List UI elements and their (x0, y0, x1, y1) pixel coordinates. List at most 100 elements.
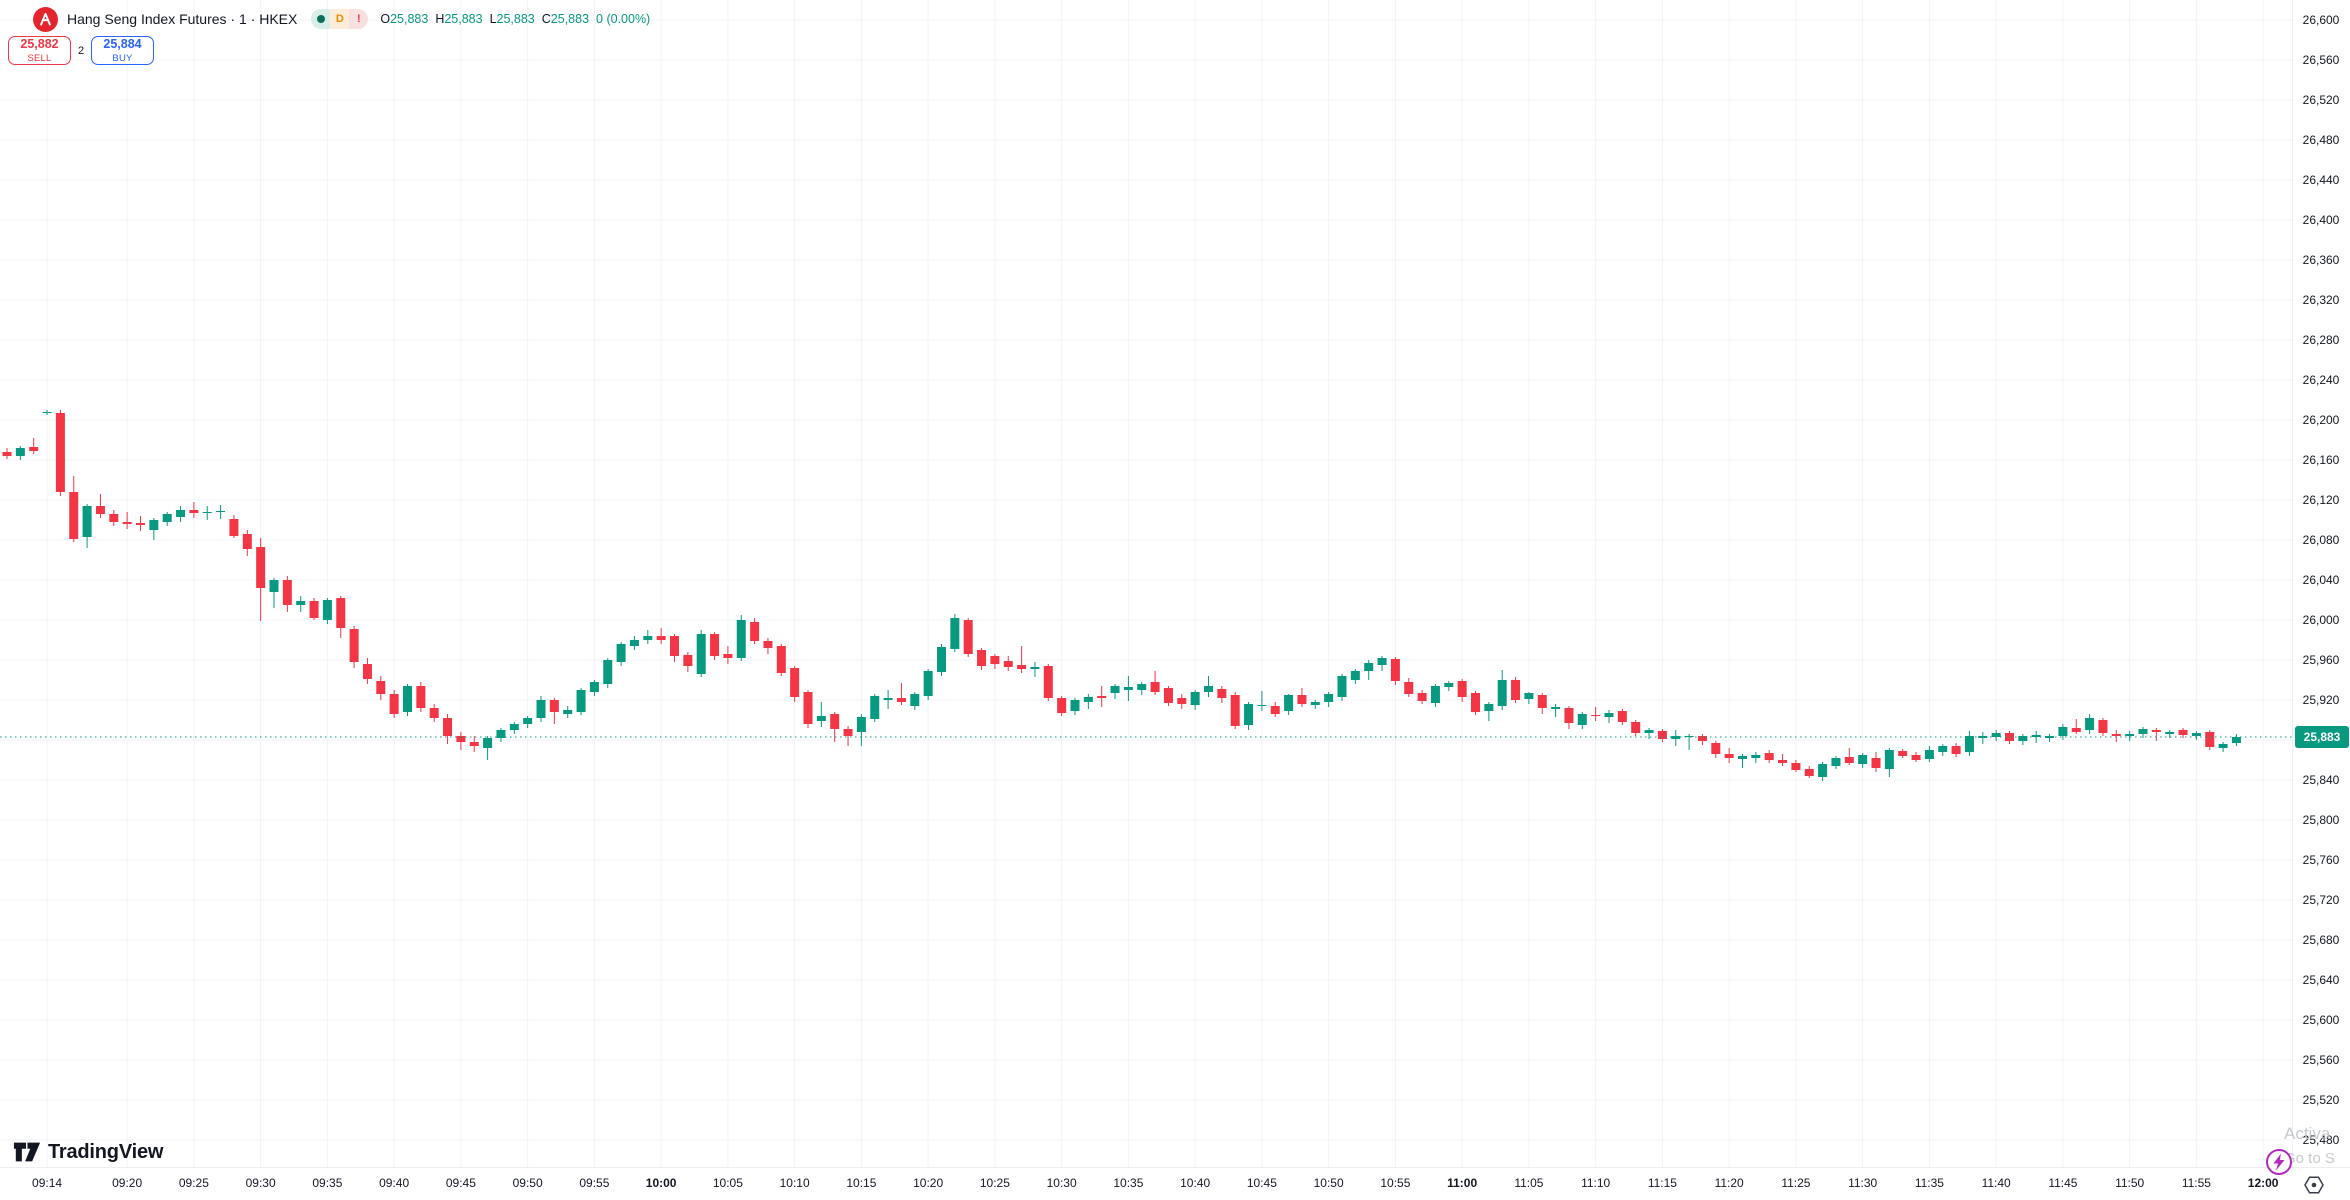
candle-body (1471, 693, 1480, 712)
price-tick-label: 26,600 (2302, 13, 2340, 27)
candle-up (2125, 731, 2135, 741)
candle-down (1471, 691, 1480, 715)
hexagon-settings-icon[interactable] (2303, 1174, 2325, 1196)
candle-body (2098, 720, 2108, 733)
candle-up (1030, 662, 1040, 677)
symbol-logo-icon[interactable] (33, 6, 58, 32)
buy-button[interactable]: 25,884 BUY (91, 36, 154, 65)
candle-body (1110, 686, 1120, 693)
time-tick-label: 10:40 (1180, 1176, 1211, 1190)
time-tick-label: 10:15 (846, 1176, 877, 1190)
candle-body (1404, 682, 1414, 694)
candle-body (1778, 760, 1788, 763)
symbol-title[interactable]: Hang Seng Index Futures · 1 · HKEX (67, 11, 298, 27)
candle-down (1844, 748, 1854, 765)
candle-body (376, 681, 386, 694)
candle-body (1030, 667, 1040, 669)
candle-down (1230, 692, 1240, 729)
candle-down (1778, 754, 1788, 766)
candle-body (1324, 694, 1334, 702)
candle-body (2125, 734, 2135, 736)
candle-up (1070, 698, 1080, 715)
candle-body (723, 654, 733, 658)
candle-down (1911, 752, 1921, 762)
price-axis[interactable]: 25,883 26,600 26,560 26,520 26,480 26,440 26,… (2292, 0, 2350, 1167)
candle-down (456, 732, 466, 750)
candle-down (1871, 752, 1881, 772)
candle-body (870, 696, 880, 719)
candle-down (336, 596, 346, 638)
lightning-icon[interactable] (2265, 1148, 2293, 1176)
candle-body (1484, 704, 1494, 711)
candle-down (69, 476, 79, 542)
candle-body (1043, 666, 1053, 698)
time-tick-label: 10:55 (1380, 1176, 1411, 1190)
candle-down (2071, 719, 2081, 734)
candle-down (122, 512, 132, 529)
candle-up (1204, 676, 1213, 697)
candle-up (1430, 684, 1440, 707)
candle-up (1831, 756, 1841, 769)
candle-up (536, 696, 546, 722)
time-tick-label: 09:30 (245, 1176, 276, 1190)
candle-up (1684, 734, 1694, 750)
candle-down (803, 690, 813, 728)
tradingview-logo[interactable]: TradingView (13, 1139, 163, 1165)
price-tick-label: 26,160 (2302, 453, 2340, 467)
candle-down (2, 448, 12, 459)
candle-body (1738, 756, 1747, 759)
candle-up (202, 506, 212, 520)
candle-down (242, 530, 252, 556)
candle-body (1524, 693, 1534, 699)
market-status-icon[interactable] (311, 9, 331, 29)
candle-body (1350, 671, 1360, 680)
candle-up (1083, 694, 1093, 709)
candle-down (1177, 694, 1187, 709)
candle-up (1524, 692, 1534, 704)
candle-body (1898, 751, 1908, 756)
candle-up (643, 630, 653, 644)
sell-button[interactable]: 25,882 SELL (8, 36, 71, 65)
candle-down (896, 683, 906, 705)
candle-up (1324, 692, 1334, 707)
candle-body (2218, 744, 2228, 748)
price-tick-label: 26,480 (2302, 133, 2340, 147)
candle-up (403, 684, 412, 716)
delayed-data-icon[interactable]: D (330, 9, 350, 29)
candle-down (1297, 688, 1307, 707)
candle-body (1697, 736, 1707, 741)
candle-up (496, 728, 506, 742)
candle-up (523, 716, 533, 728)
candle-down (469, 736, 479, 752)
candle-body (322, 600, 332, 620)
candle-up (2191, 731, 2201, 740)
time-axis[interactable]: 09:14 09:20 09:25 09:30 09:35 09:40 09:45 09:50… (0, 1167, 2350, 1200)
candle-body (309, 601, 319, 618)
candle-body (549, 700, 559, 712)
candle-body (403, 686, 412, 712)
candle-body (1284, 695, 1294, 711)
candle-body (55, 413, 65, 492)
candle-body (937, 647, 946, 672)
time-tick-label: 09:45 (445, 1176, 476, 1190)
time-tick-label: 10:05 (712, 1176, 743, 1190)
candle-body (509, 724, 519, 730)
candle-body (15, 448, 25, 456)
candle-body (883, 698, 893, 700)
candle-up (2138, 727, 2148, 738)
candle-up (2165, 730, 2175, 738)
data-alert-icon[interactable]: ! (349, 9, 369, 29)
candle-body (216, 511, 226, 512)
candle-down (95, 494, 105, 518)
candle-up (2085, 714, 2095, 734)
candle-up (2045, 734, 2055, 742)
candle-body (1577, 714, 1587, 725)
candle-body (349, 629, 359, 662)
candle-up (1858, 753, 1868, 768)
price-tick-label: 25,840 (2302, 773, 2340, 787)
candle-body (643, 636, 653, 640)
candle-down (963, 618, 973, 657)
candle-down (1631, 720, 1641, 736)
